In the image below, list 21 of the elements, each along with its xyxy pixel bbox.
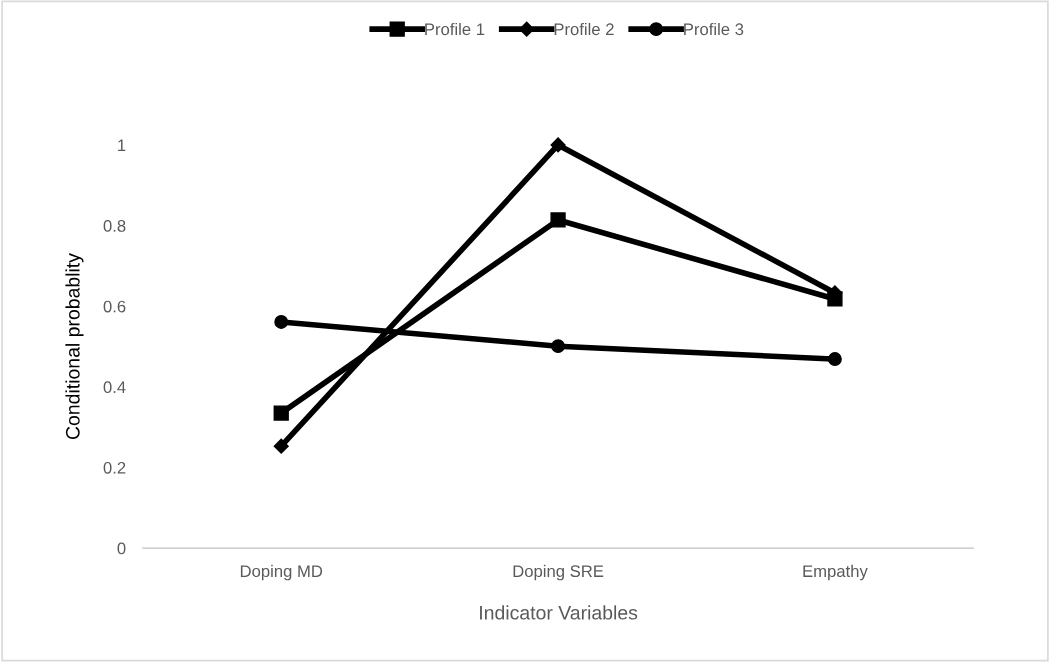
x-tick-label: Doping SRE [513,564,604,581]
point [550,212,566,228]
point [274,315,289,329]
x-tick-label: Doping MD [240,564,323,581]
x-tick-label: Empathy [803,564,868,581]
x-axis-title: Indicator Variables [480,605,638,620]
y-tick-label: 0 [117,542,126,555]
y-tick-label: 0.8 [103,220,126,232]
point [273,405,289,421]
legend-label: Profile 3 [684,22,744,36]
legend-label: Profile 1 [425,22,485,36]
y-tick-label: 0.6 [103,300,126,313]
y-tick-label: 0.2 [103,461,126,474]
y-tick-label: 0.4 [103,381,126,394]
point [827,352,842,367]
point [550,137,566,153]
legend-label: Profile 2 [554,22,614,36]
point [551,339,566,354]
y-axis-title: Conditional probablity [65,253,84,440]
y-tick-label: 1 [118,139,126,152]
point [273,438,289,454]
